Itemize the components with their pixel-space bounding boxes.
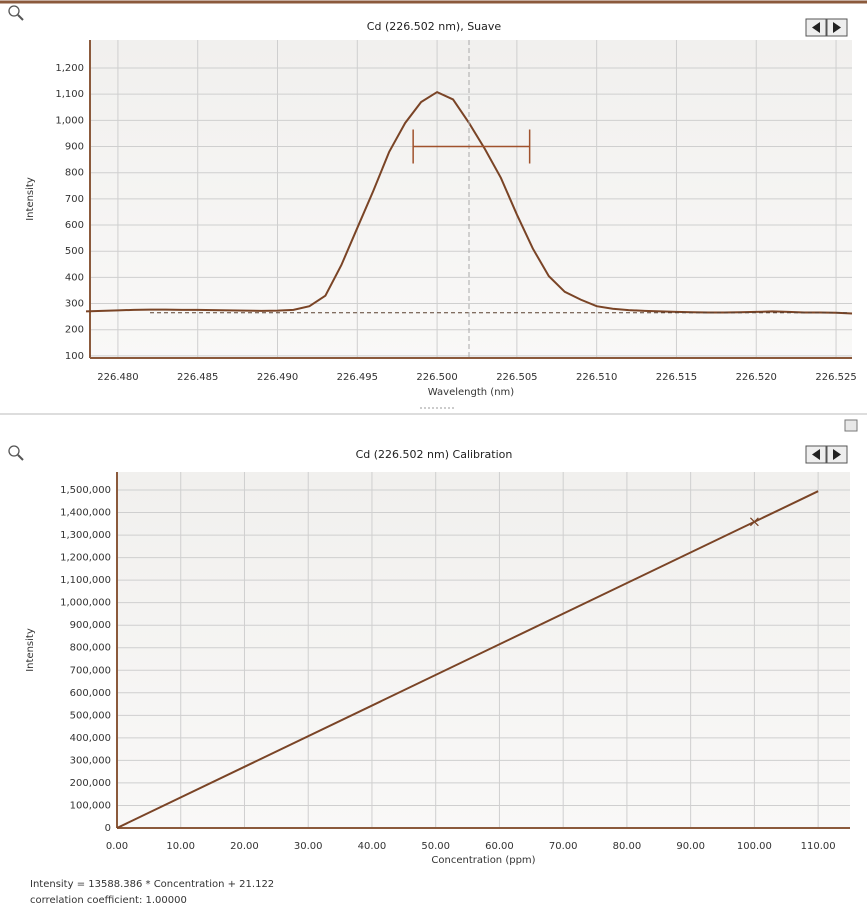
- y-tick-label: 300,000: [70, 755, 111, 766]
- y-tick-label: 1,300,000: [60, 530, 111, 541]
- y-tick-label: 900: [65, 142, 84, 153]
- y-tick-label: 400,000: [70, 733, 111, 744]
- y-tick-label: 600,000: [70, 688, 111, 699]
- y-tick-label: 300: [65, 299, 84, 310]
- x-tick-label: 80.00: [613, 841, 642, 852]
- standard-point: [749, 517, 759, 527]
- x-tick-label: 110.00: [801, 841, 836, 852]
- integration-window: [412, 129, 531, 164]
- y-tick-label: 1,000: [55, 115, 84, 126]
- x-tick-label: 226.490: [257, 372, 298, 383]
- x-tick-label: 70.00: [549, 841, 578, 852]
- x-tick-label: 226.485: [177, 372, 218, 383]
- x-tick-label: 0.00: [106, 841, 128, 852]
- equation-note: correlation coefficient: 1.00000: [30, 895, 187, 906]
- zoom-button[interactable]: [8, 445, 24, 461]
- maximize-button[interactable]: [844, 419, 858, 432]
- y-tick-label: 1,000,000: [60, 598, 111, 609]
- x-tick-label: 50.00: [421, 841, 450, 852]
- x-tick-label: 100.00: [737, 841, 772, 852]
- y-tick-label: 800: [65, 168, 84, 179]
- y-tick-label: 100: [65, 351, 84, 362]
- y-tick-label: 1,500,000: [60, 485, 111, 496]
- x-axis-label: Concentration (ppm): [431, 855, 535, 866]
- y-tick-label: 600: [65, 220, 84, 231]
- chart-title: Cd (226.502 nm) Calibration: [356, 448, 513, 461]
- x-tick-label: 226.520: [736, 372, 777, 383]
- y-tick-label: 400: [65, 272, 84, 283]
- x-tick-label: 226.515: [656, 372, 697, 383]
- x-tick-label: 226.510: [576, 372, 617, 383]
- x-tick-label: 226.480: [97, 372, 138, 383]
- x-tick-label: 226.525: [815, 372, 856, 383]
- x-tick-label: 226.495: [337, 372, 378, 383]
- y-axis-label: Intensity: [25, 177, 36, 221]
- x-tick-label: 90.00: [676, 841, 705, 852]
- x-tick-label: 60.00: [485, 841, 514, 852]
- x-axis-label: Wavelength (nm): [428, 387, 514, 398]
- y-tick-label: 100,000: [70, 800, 111, 811]
- x-tick-label: 10.00: [166, 841, 195, 852]
- y-tick-label: 500: [65, 246, 84, 257]
- y-tick-label: 1,400,000: [60, 508, 111, 519]
- y-tick-label: 800,000: [70, 643, 111, 654]
- x-tick-label: 30.00: [294, 841, 323, 852]
- nav-buttons[interactable]: [805, 18, 848, 37]
- y-tick-label: 0: [105, 823, 111, 834]
- nav-buttons[interactable]: [805, 445, 848, 464]
- x-tick-label: 226.500: [416, 372, 457, 383]
- y-tick-label: 1,100: [55, 89, 84, 100]
- y-tick-label: 1,200: [55, 63, 84, 74]
- y-tick-label: 700,000: [70, 665, 111, 676]
- y-axis-label: Intensity: [25, 628, 36, 672]
- y-tick-label: 900,000: [70, 620, 111, 631]
- equation-note: Intensity = 13588.386 * Concentration + …: [30, 879, 274, 890]
- chart-title: Cd (226.502 nm), Suave: [367, 20, 502, 33]
- x-tick-label: 20.00: [230, 841, 259, 852]
- y-tick-label: 200,000: [70, 778, 111, 789]
- y-tick-label: 500,000: [70, 710, 111, 721]
- y-tick-label: 1,200,000: [60, 553, 111, 564]
- y-tick-label: 700: [65, 194, 84, 205]
- data-line: [116, 490, 819, 829]
- x-tick-label: 226.505: [496, 372, 537, 383]
- y-tick-label: 1,100,000: [60, 575, 111, 586]
- zoom-button[interactable]: [8, 5, 24, 21]
- x-tick-label: 40.00: [358, 841, 387, 852]
- y-tick-label: 200: [65, 325, 84, 336]
